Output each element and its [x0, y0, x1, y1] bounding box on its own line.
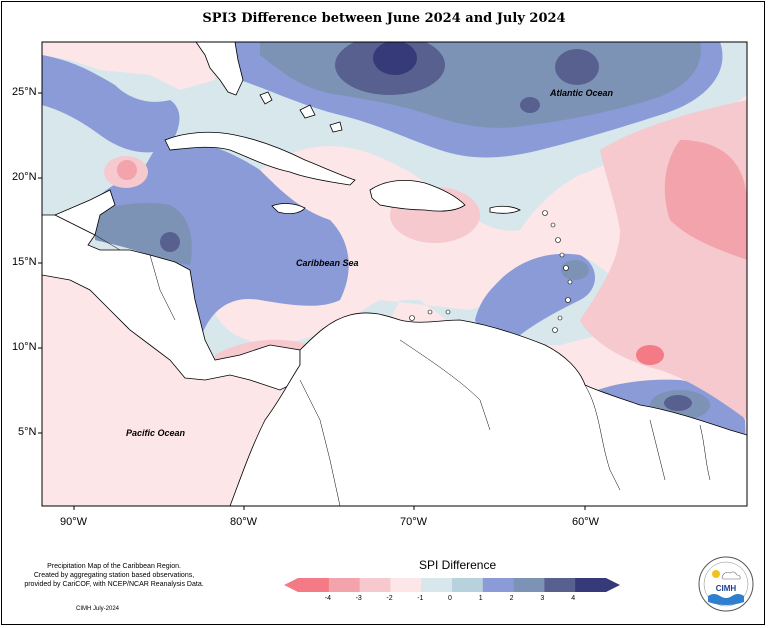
legend-swatch [482, 578, 515, 592]
legend-tick-label: -1 [417, 595, 424, 602]
legend-tick-label: 1 [478, 595, 483, 602]
spi-field-atlantic-core2 [555, 49, 599, 85]
lat-label-25n: 25°N [12, 86, 37, 98]
credit-date: CIMH July-2024 [76, 606, 120, 612]
lat-label-5n: 5°N [18, 426, 37, 438]
map-title: SPI3 Difference between June 2024 and Ju… [202, 11, 566, 26]
cimh-logo: CIMH [698, 556, 754, 612]
land-central-america [42, 211, 301, 391]
legend-swatch [452, 578, 484, 592]
lon-label-70w: 70°W [400, 516, 428, 528]
wave-icon [708, 594, 744, 605]
spi-field-central-blue [88, 139, 349, 340]
legend-tick-label: -4 [324, 595, 332, 602]
axis-ticks [38, 92, 586, 510]
lesser-antilles [409, 210, 573, 333]
legend-swatch [513, 578, 545, 592]
legend-arrow-low [284, 578, 298, 592]
spi-field-guiana-core [664, 395, 692, 411]
spi-field-east-pink-medium [664, 140, 747, 260]
spi-field-yucatan-core [117, 160, 137, 180]
legend-swatch [328, 578, 361, 592]
land-florida [195, 42, 244, 96]
land-jamaica [271, 203, 306, 215]
land-hispaniola [369, 179, 466, 212]
legend-swatch [390, 578, 422, 592]
spi-field-honduras-core [160, 232, 180, 252]
land-masses [42, 42, 747, 506]
legend-title: SPI Difference [419, 558, 497, 572]
credit-line-3: provided by CariCOF, with NCEP/NCAR Rean… [24, 581, 204, 588]
legend-tick-label: 3 [540, 595, 545, 602]
map-border [41, 41, 748, 507]
legend-swatch [575, 578, 607, 592]
land-south-america [229, 312, 747, 506]
spi-field-atlantic-max [373, 42, 417, 75]
spi-field-east-caribbean-steel [561, 260, 589, 280]
legend-colorbar [284, 578, 620, 592]
land-bahamas [259, 91, 343, 133]
legend-tick-label: 4 [571, 595, 576, 602]
legend-arrow-high [606, 578, 620, 592]
land-cuba [164, 131, 356, 186]
label-atlantic-ocean: Atlantic Ocean [550, 88, 614, 98]
legend-swatch [359, 578, 391, 592]
legend-swatch [298, 578, 330, 592]
label-caribbean-sea: Caribbean Sea [296, 258, 359, 268]
lat-label-10n: 10°N [12, 341, 37, 353]
border-lines [94, 234, 711, 506]
credits-block: Precipitation Map of the Caribbean Regio… [14, 562, 214, 589]
land-puerto-rico [489, 205, 521, 214]
credit-line-2: Created by aggregating station based obs… [33, 572, 195, 579]
lon-label-80w: 80°W [230, 516, 258, 528]
legend-tick-label: 2 [509, 595, 514, 602]
spi-field-gulf-pink [42, 42, 220, 90]
legend-swatch [544, 578, 576, 592]
lon-label-60w: 60°W [572, 516, 600, 528]
legend-tick-label: 0 [448, 595, 452, 602]
legend-tick-label: -2 [386, 595, 393, 602]
logo-text: CIMH [716, 584, 737, 593]
spi-field-atlantic-core3 [520, 97, 540, 113]
spi-field-east-pink-core2 [636, 345, 664, 365]
cloud-icon [721, 571, 741, 580]
credit-line-1: Precipitation Map of the Caribbean Regio… [47, 563, 181, 570]
spi-field-gulf-blue [42, 55, 180, 153]
lat-label-20n: 20°N [12, 171, 37, 183]
legend-tick-label: -3 [355, 595, 362, 602]
label-pacific-ocean: Pacific Ocean [126, 428, 186, 438]
legend-swatch [421, 578, 453, 592]
lat-label-15n: 15°N [12, 256, 37, 268]
sun-icon [712, 570, 720, 578]
lon-label-90w: 90°W [60, 516, 88, 528]
